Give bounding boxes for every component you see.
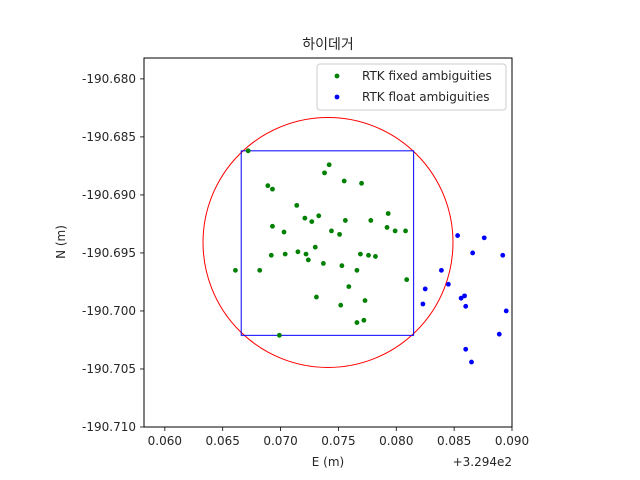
fixed-ambiguity-point	[373, 254, 378, 259]
boundary-circle	[202, 117, 454, 368]
fixed-ambiguity-point	[265, 183, 271, 189]
legend-box	[316, 63, 507, 111]
float-ambiguity-point	[439, 267, 444, 273]
fixed-ambiguity-point	[362, 298, 368, 303]
plot-frame	[143, 57, 513, 428]
float-ambiguity-point	[462, 293, 467, 299]
fixed-ambiguity-point	[320, 260, 326, 266]
legend-marker	[334, 94, 340, 100]
y-axis: -190.680 -190.685 -190.690 -190.695 -190.700…	[82, 72, 144, 434]
y-tick-label: -190.680	[82, 72, 136, 86]
fixed-ambiguity-point	[314, 294, 319, 300]
fixed-ambiguity-point	[341, 178, 347, 184]
fixed-ambiguity-point	[403, 228, 408, 234]
fixed-ambiguity-point	[385, 211, 391, 216]
x-tick-label: 0.070	[263, 434, 297, 448]
float-ambiguity-point	[455, 233, 461, 238]
x-tick-label: 0.065	[206, 434, 240, 448]
legend-marker	[334, 73, 340, 79]
chart-title: 하이데거	[302, 37, 354, 53]
fixed-ambiguity-point	[270, 223, 275, 229]
x-axis: 0.060 0.065 0.070 0.075 0.080 0.085 0.090	[148, 427, 529, 448]
float-ambiguity-point	[463, 346, 469, 352]
fixed-ambiguity-point	[339, 263, 345, 269]
x-tick-label: 0.085	[437, 434, 471, 448]
y-tick-label: -190.705	[82, 362, 136, 376]
fixed-ambiguity-point	[295, 249, 301, 255]
fixed-ambiguity-point	[268, 252, 274, 258]
fixed-ambiguity-point	[366, 252, 371, 258]
fixed-ambiguity-point	[257, 267, 263, 273]
y-tick-label: -190.710	[82, 420, 136, 434]
y-axis-label: N (m)	[54, 225, 68, 259]
fixed-ambiguity-point	[322, 170, 327, 176]
legend-label: RTK fixed ambiguities	[362, 69, 492, 83]
x-tick-label: 0.060	[148, 434, 182, 448]
float-ambiguity-point	[503, 308, 509, 314]
legend-label: RTK float ambiguities	[362, 90, 489, 104]
fixed-ambiguity-point	[312, 244, 318, 250]
overlay-layer	[202, 117, 454, 368]
float-ambiguity-point	[481, 235, 487, 241]
x-offset-label: +3.294e2	[453, 455, 512, 469]
fixed-ambiguity-point	[384, 225, 390, 230]
fixed-ambiguity-point	[303, 251, 309, 257]
fixed-ambiguity-point	[354, 320, 360, 325]
y-tick-label: -190.685	[82, 130, 136, 144]
fixed-ambiguity-point	[361, 317, 367, 323]
plot-area	[144, 58, 512, 427]
fixed-ambiguity-point	[326, 162, 332, 168]
float-ambiguity-point	[500, 252, 506, 258]
fixed-ambiguity-point	[368, 218, 374, 223]
fixed-ambiguity-point	[354, 267, 360, 273]
fixed-ambiguity-point	[282, 251, 288, 257]
float-ambiguity-point	[463, 303, 469, 309]
fixed-ambiguity-point	[346, 284, 352, 289]
y-tick-label: -190.695	[82, 246, 136, 260]
x-tick-label: 0.090	[495, 434, 529, 448]
float-ambiguity-point	[422, 286, 428, 292]
fixed-ambiguity-point	[358, 251, 363, 257]
fixed-ambiguity-point	[342, 218, 348, 223]
fixed-ambiguity-point	[316, 213, 322, 219]
fixed-ambiguity-point	[294, 202, 300, 208]
fixed-ambiguity-point	[233, 267, 238, 273]
fixed-ambiguity-point	[276, 332, 282, 338]
fixed-ambiguity-point	[404, 277, 410, 283]
fixed-ambiguity-point	[281, 229, 287, 235]
fixed-ambiguity-point	[309, 219, 315, 225]
fixed-ambiguity-point	[302, 215, 308, 221]
float-ambiguity-point	[470, 250, 476, 256]
fixed-ambiguity-point	[337, 231, 342, 237]
boundary-rectangle	[240, 150, 415, 336]
fixed-ambiguity-point	[245, 148, 251, 154]
x-tick-label: 0.075	[321, 434, 355, 448]
float-ambiguity-point	[458, 295, 464, 301]
y-tick-label: -190.690	[82, 188, 136, 202]
fixed-ambiguity-point	[392, 228, 398, 234]
points-layer	[233, 148, 509, 365]
x-tick-label: 0.080	[379, 434, 413, 448]
fixed-ambiguity-point	[305, 257, 311, 263]
fixed-ambiguity-point	[359, 180, 364, 186]
float-ambiguity-point	[469, 359, 474, 365]
x-axis-label: E (m)	[312, 455, 344, 469]
fixed-ambiguity-point	[329, 228, 334, 234]
fixed-ambiguity-point	[338, 302, 344, 308]
float-ambiguity-point	[445, 281, 451, 287]
fixed-ambiguity-point	[270, 186, 275, 192]
y-tick-label: -190.700	[82, 304, 136, 318]
legend: RTK fixed ambiguities RTK float ambiguiti…	[316, 63, 507, 111]
float-ambiguity-point	[496, 331, 502, 337]
float-ambiguity-point	[420, 301, 426, 307]
